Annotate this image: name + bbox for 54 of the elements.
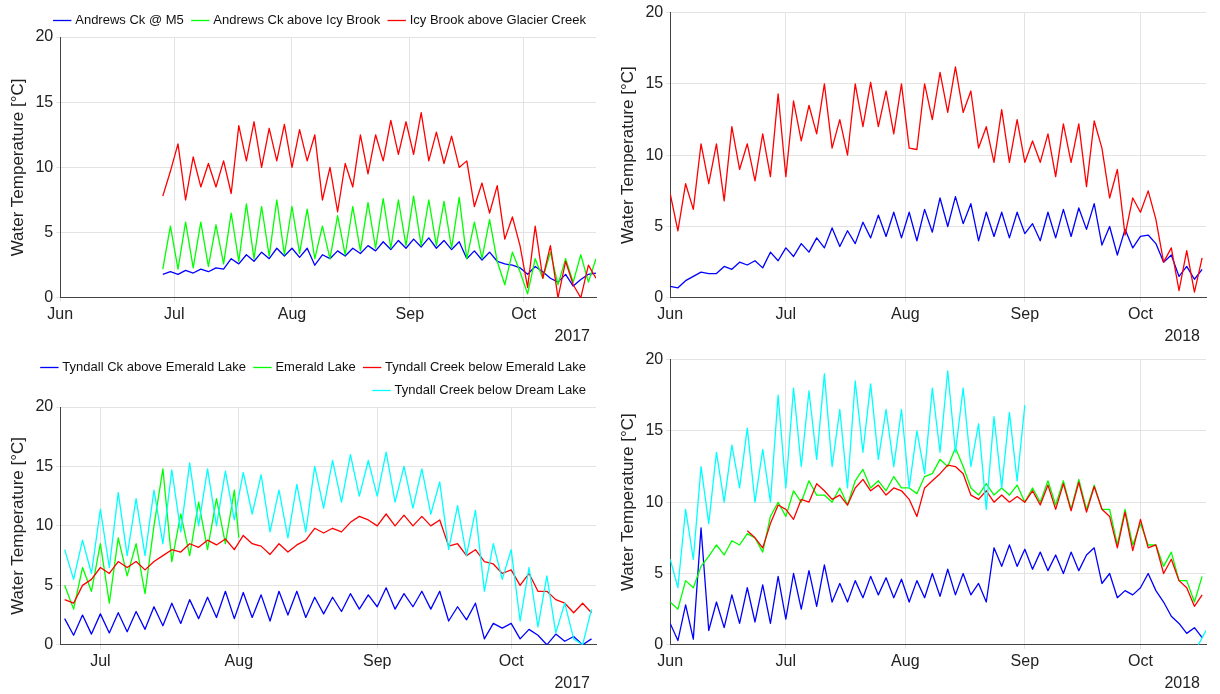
y-tick-label: 15 xyxy=(645,421,664,439)
x-tick-label: Jun xyxy=(657,304,684,322)
x-tick-label: Sep xyxy=(1010,304,1040,322)
text: 2017 xyxy=(554,327,591,345)
y-tick-label: 10 xyxy=(645,492,664,510)
y-tick-label: 5 xyxy=(654,563,664,581)
y-tick-label: 10 xyxy=(645,145,664,163)
y-axis-title: Water Temperature [°C] xyxy=(7,436,27,615)
x-tick-label: Jul xyxy=(163,304,185,322)
x-tick-label: Jul xyxy=(90,651,111,669)
x-tick-label: Sep xyxy=(362,651,392,669)
x-tick-label: Aug xyxy=(224,651,254,669)
x-tick-label: Sep xyxy=(395,304,425,322)
x-tick-label: Oct xyxy=(1128,304,1154,322)
y-tick-label: 15 xyxy=(35,456,54,474)
x-tick-label: Oct xyxy=(511,304,537,322)
legend-label: Tyndall Creek below Emerald Lake xyxy=(385,359,587,375)
y-tick-label: 10 xyxy=(35,516,54,534)
y-axis-title: Water Temperature [°C] xyxy=(617,66,637,245)
y-tick-label: 10 xyxy=(35,157,54,175)
x-tick-label: Jun xyxy=(657,651,684,669)
y-tick-label: 5 xyxy=(654,216,664,234)
y-tick-label: 15 xyxy=(35,92,54,110)
y-tick-label: 0 xyxy=(654,635,664,653)
x-tick-label: Jun xyxy=(47,304,74,322)
text: 2017 xyxy=(554,674,591,692)
x-tick-label: Jul xyxy=(775,304,797,322)
y-tick-label: 0 xyxy=(654,288,664,306)
y-tick-label: 20 xyxy=(35,27,54,45)
legend-label: Tyndall Ck above Emerald Lake xyxy=(62,359,246,375)
y-tick-label: 5 xyxy=(44,575,54,593)
legend-label: Emerald Lake xyxy=(275,359,356,375)
legend-label: Andrews Ck above Icy Brook xyxy=(213,12,381,28)
x-tick-label: Jul xyxy=(775,651,797,669)
x-tick-label: Oct xyxy=(498,651,525,669)
y-tick-label: 20 xyxy=(645,3,664,21)
x-tick-label: Aug xyxy=(891,304,920,322)
legend-label: Icy Brook above Glacier Creek xyxy=(409,12,587,28)
text: 2018 xyxy=(1164,674,1201,692)
legend-label: Andrews Ck @ M5 xyxy=(75,12,184,28)
x-tick-label: Sep xyxy=(1010,651,1040,669)
x-tick-label: Aug xyxy=(891,651,920,669)
text: 2018 xyxy=(1164,327,1201,345)
y-axis-title: Water Temperature [°C] xyxy=(7,78,27,257)
y-tick-label: 20 xyxy=(645,350,664,368)
x-tick-label: Oct xyxy=(1128,651,1154,669)
y-tick-label: 0 xyxy=(44,288,54,306)
x-tick-label: Aug xyxy=(277,304,307,322)
y-tick-label: 20 xyxy=(35,397,54,415)
y-axis-title: Water Temperature [°C] xyxy=(617,413,637,592)
y-tick-label: 15 xyxy=(645,74,664,92)
y-tick-label: 0 xyxy=(44,635,54,653)
legend-label: Tyndall Creek below Dream Lake xyxy=(394,382,587,398)
y-tick-label: 5 xyxy=(44,223,54,241)
